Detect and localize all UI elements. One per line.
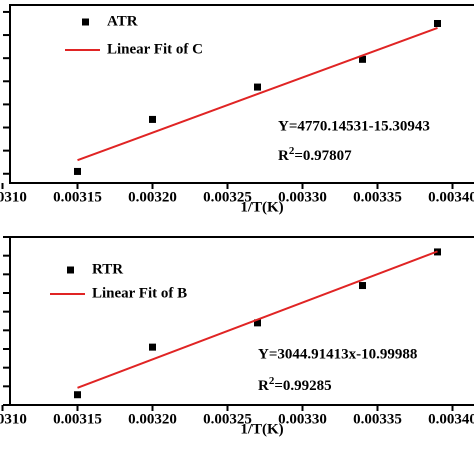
legend-marker xyxy=(67,266,74,274)
legend-marker xyxy=(82,18,89,26)
x-tick-label: 0.00330 xyxy=(278,411,327,427)
x-tick-label: 0.00340 xyxy=(428,411,474,427)
data-point xyxy=(149,343,156,351)
plot-frame xyxy=(9,4,474,184)
r-sup: 2 xyxy=(269,375,275,387)
legend-label: ATR xyxy=(107,13,138,29)
r-squared: R2=0.97807 xyxy=(278,145,352,165)
x-tick-label: 0.00340 xyxy=(428,189,474,205)
equation: Y=3044.91413x-10.99988 xyxy=(258,346,417,362)
data-point xyxy=(359,55,366,63)
data-point xyxy=(74,391,81,399)
data-point xyxy=(254,83,261,91)
data-point xyxy=(359,282,366,290)
legend-label: Linear Fit of B xyxy=(92,285,187,301)
x-tick-label: 0.00320 xyxy=(128,189,177,205)
x-tick-label: 0.00315 xyxy=(53,411,102,427)
x-axis-label: 1/T(K) xyxy=(240,421,283,437)
x-tick-label: 0.00310 xyxy=(0,189,27,205)
fit-line xyxy=(77,250,438,389)
r-sup: 2 xyxy=(289,145,295,157)
x-tick-label: 0.00335 xyxy=(353,411,402,427)
fit-line xyxy=(77,26,438,162)
r-value: =0.97807 xyxy=(294,148,352,164)
x-tick-label: 0.00325 xyxy=(203,189,252,205)
legend-label: RTR xyxy=(92,261,123,277)
x-tick-label: 0.00335 xyxy=(353,189,402,205)
r-prefix: R xyxy=(278,148,289,164)
x-tick-label: 0.00325 xyxy=(203,411,252,427)
data-point xyxy=(254,319,261,327)
x-tick-label: 0.00320 xyxy=(128,411,177,427)
x-tick-label: 0.00315 xyxy=(53,189,102,205)
data-point xyxy=(434,19,441,27)
equation: Y=4770.14531-15.30943 xyxy=(278,118,430,134)
x-axis-label: 1/T(K) xyxy=(240,199,283,215)
data-point xyxy=(74,167,81,175)
plot-frame xyxy=(9,236,474,406)
legend-label: Linear Fit of C xyxy=(107,41,203,57)
r-value: =0.99285 xyxy=(274,378,331,394)
data-point xyxy=(149,115,156,123)
x-tick-label: 0.00310 xyxy=(0,411,27,427)
r-prefix: R xyxy=(258,378,269,394)
x-tick-label: 0.00330 xyxy=(278,189,327,205)
r-squared: R2=0.99285 xyxy=(258,375,332,395)
